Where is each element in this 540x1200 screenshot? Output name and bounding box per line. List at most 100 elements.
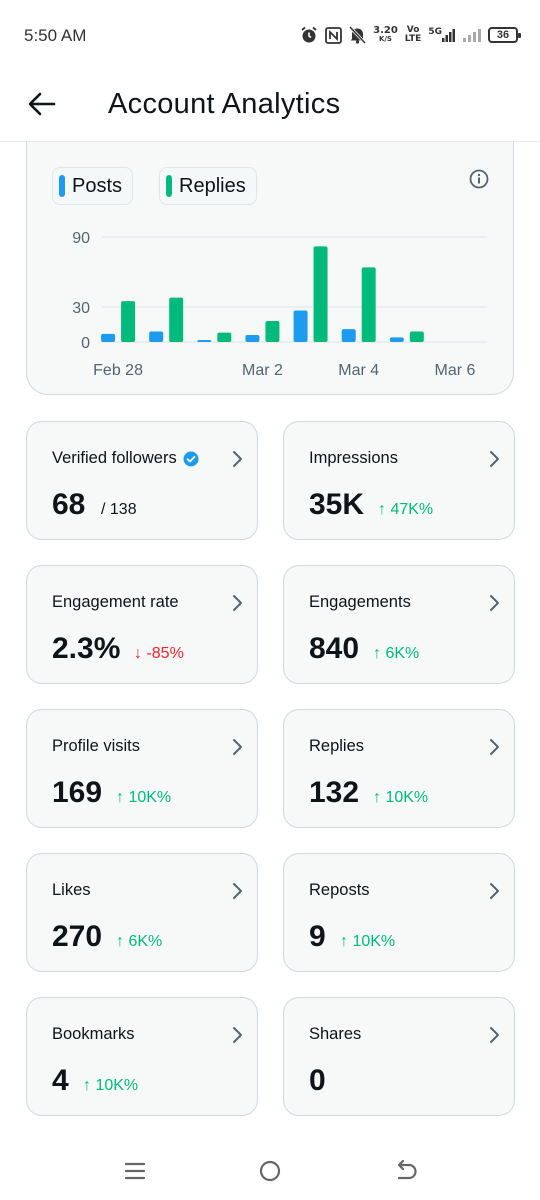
info-icon[interactable] — [468, 168, 490, 190]
bar-replies — [217, 332, 232, 342]
stat-label: Bookmarks — [52, 1025, 135, 1043]
stat-label: Impressions — [309, 449, 398, 467]
x-tick-label: Mar 2 — [242, 362, 283, 379]
bar-replies — [361, 267, 376, 342]
stat-card-profile-visits[interactable]: Profile visits 169 ↑ 10K% — [26, 709, 258, 828]
y-tick-label: 0 — [81, 335, 90, 352]
x-tick-label: Feb 28 — [93, 362, 143, 379]
legend-posts[interactable]: Posts — [52, 167, 134, 205]
stat-change: ↑ 6K% — [116, 933, 163, 950]
chevron-right-icon — [490, 451, 499, 467]
volte-top: Vo — [406, 25, 420, 35]
stat-label-wrap: Shares — [309, 1025, 361, 1044]
network-5g: 5G — [428, 28, 456, 42]
mute-icon — [349, 26, 367, 44]
chevron-right-icon — [233, 739, 242, 755]
stat-change: ↑ 47K% — [378, 501, 434, 518]
stat-label-wrap: Likes — [52, 881, 91, 900]
chevron-right-icon — [490, 883, 499, 899]
bar-chart: 0 30 90 Feb 28 Mar 2 Mar 4 Mar 6 — [72, 230, 487, 379]
bar-posts — [197, 340, 212, 342]
stat-card-reposts[interactable]: Reposts 9 ↑ 10K% — [283, 853, 515, 972]
bar-posts — [101, 333, 116, 342]
battery-icon: 36 — [488, 27, 521, 43]
menu-icon[interactable] — [120, 1156, 150, 1186]
stat-card-replies[interactable]: Replies 132 ↑ 10K% — [283, 709, 515, 828]
net-speed-value: 3.20 — [373, 25, 398, 36]
stat-change: ↑ 10K% — [116, 789, 172, 806]
network-type: 5G — [428, 27, 442, 37]
system-nav-bar — [0, 1140, 540, 1200]
stat-label-wrap: Engagements — [309, 593, 411, 612]
stat-value: 270 — [52, 920, 103, 953]
volte-indicator: Vo LTE — [405, 26, 422, 44]
stat-value: 2.3% — [52, 632, 121, 665]
x-tick-label: Mar 4 — [338, 362, 379, 379]
stat-label-wrap: Verified followers — [52, 449, 199, 468]
net-speed: 3.20 K/S — [373, 26, 398, 44]
stat-total: / 138 — [101, 501, 137, 518]
bar-posts — [245, 335, 260, 342]
stat-value: 169 — [52, 776, 103, 809]
back-arrow-icon[interactable] — [26, 88, 58, 120]
legend-posts-swatch — [59, 175, 65, 197]
stat-label: Shares — [309, 1025, 362, 1043]
stat-value: 35K — [309, 488, 365, 521]
stat-label: Reposts — [309, 881, 370, 899]
stat-card-likes[interactable]: Likes 270 ↑ 6K% — [26, 853, 258, 972]
nfc-icon — [325, 26, 343, 44]
bar-replies — [169, 297, 184, 342]
chevron-right-icon — [233, 883, 242, 899]
stat-value: 0 — [309, 1064, 326, 1097]
legend-replies[interactable]: Replies — [159, 167, 257, 205]
stat-card-verified-followers[interactable]: Verified followers 68 / 138 — [26, 421, 258, 540]
bar-posts — [341, 329, 356, 342]
stat-card-engagement-rate[interactable]: Engagement rate 2.3% ↓ -85% — [26, 565, 258, 684]
stat-change: ↑ 10K% — [340, 933, 396, 950]
stat-label: Profile visits — [52, 737, 141, 755]
legend-replies-label: Replies — [179, 174, 246, 197]
stat-value: 4 — [52, 1064, 69, 1097]
home-circle-icon[interactable] — [255, 1156, 285, 1186]
stat-value: 68 — [52, 488, 86, 521]
status-time: 5:50 AM — [24, 26, 87, 45]
stat-card-engagements[interactable]: Engagements 840 ↑ 6K% — [283, 565, 515, 684]
chart-card: 0 30 90 Feb 28 Mar 2 Mar 4 Mar 6 Posts Replies — [26, 142, 514, 395]
signal-weak-icon — [463, 29, 481, 42]
bar-posts — [293, 310, 308, 342]
bar-posts — [389, 337, 404, 342]
alarm-icon — [301, 26, 317, 43]
stat-label: Likes — [52, 881, 91, 899]
chevron-right-icon — [490, 739, 499, 755]
status-bar: 5:50 AM 3.20 K/S Vo LTE 5G — [0, 0, 540, 70]
stat-label-wrap: Impressions — [309, 449, 398, 468]
y-tick-label: 30 — [72, 300, 90, 317]
bar-replies — [313, 246, 328, 342]
stat-label-wrap: Engagement rate — [52, 593, 179, 612]
stat-card-shares[interactable]: Shares 0 — [283, 997, 515, 1116]
legend-posts-label: Posts — [72, 174, 123, 197]
stat-value: 9 — [309, 920, 326, 953]
x-tick-label: Mar 6 — [434, 362, 475, 379]
stat-label-wrap: Replies — [309, 737, 364, 756]
stat-label-wrap: Reposts — [309, 881, 370, 900]
stat-change: ↓ -85% — [134, 645, 184, 662]
stat-label: Engagement rate — [52, 593, 179, 611]
stat-label: Replies — [309, 737, 365, 755]
stat-value: 840 — [309, 632, 360, 665]
chevron-right-icon — [233, 1027, 242, 1043]
stat-card-impressions[interactable]: Impressions 35K ↑ 47K% — [283, 421, 515, 540]
bar-replies — [265, 321, 280, 342]
stat-value: 132 — [309, 776, 360, 809]
stat-card-bookmarks[interactable]: Bookmarks 4 ↑ 10K% — [26, 997, 258, 1116]
signal-icon — [442, 29, 455, 42]
stat-label: Verified followers — [52, 449, 177, 467]
back-icon[interactable] — [390, 1156, 420, 1186]
stat-change: ↑ 10K% — [83, 1077, 139, 1094]
status-icons: 3.20 K/S Vo LTE 5G 36 — [300, 22, 521, 48]
verified-badge-icon — [183, 451, 199, 466]
stat-label-wrap: Bookmarks — [52, 1025, 135, 1044]
stat-label: Engagements — [309, 593, 411, 611]
volte-bottom: LTE — [404, 34, 422, 44]
net-speed-unit: K/S — [378, 35, 392, 43]
